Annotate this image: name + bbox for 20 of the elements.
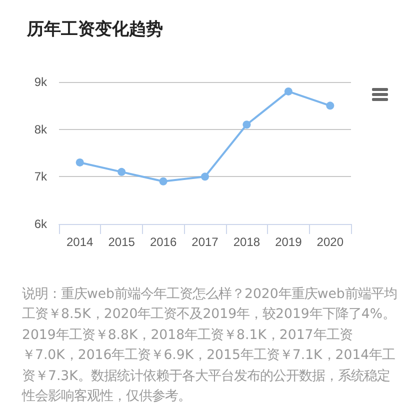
y-tick-label: 8k [34,122,48,136]
chart-title: 历年工资变化趋势 [26,20,163,40]
x-tick-label: 2014 [66,235,94,249]
point [159,177,168,186]
x-tick-label: 2017 [192,235,219,249]
y-tick-label: 9k [34,75,48,89]
point [76,158,84,166]
x-tick-label: 2018 [233,235,260,249]
y-tick-label: 6k [34,217,48,231]
text: 说明：重庆web前端今年工资怎么样？2020年重庆web前端平均工资￥8.5K，2020年工资不及2019年，较2019年下降了4%。2019年工资￥8.8K，2018年工资￥8.1K，2017年工资￥7.0K，2016年工资￥6.9K，2015年工资￥7.1K，2014年工资￥7.3K。数据统计依赖于各大平台发布的公开数据，系统稳定性会影响客观性，仅供参考。 [22,286,397,406]
point [201,172,209,181]
y-tick-label: 7k [34,170,48,184]
point [326,102,334,110]
x-tick-label: 2016 [150,235,177,249]
point [284,87,292,96]
x-tick-label: 2015 [108,235,136,249]
point [242,120,251,129]
x-tick-label: 2019 [275,235,302,249]
x-tick-label: 2020 [316,235,344,249]
point [118,168,126,176]
